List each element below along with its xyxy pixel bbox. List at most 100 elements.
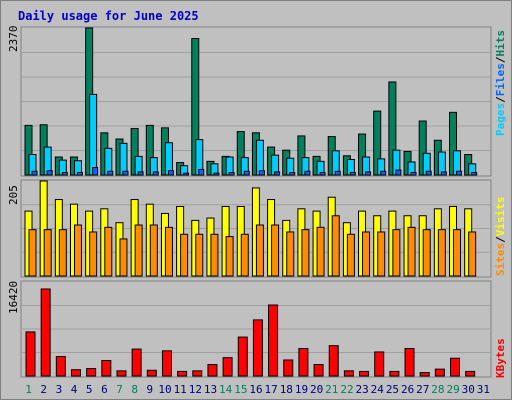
legend-hits-files-pages: Pages/Files/Hits: [494, 30, 507, 136]
kbytes-bar: [389, 370, 400, 377]
kbytes-bar: [101, 360, 112, 377]
sites-bar: [89, 231, 98, 277]
day-label: 14: [219, 383, 233, 396]
day-label: 16: [249, 383, 262, 396]
kbytes-bar: [252, 319, 263, 377]
kbytes-bar: [25, 331, 36, 377]
sites-bar: [422, 229, 431, 277]
legend-sep-2: /: [494, 56, 507, 63]
pages-bar: [471, 172, 478, 176]
kbytes-bar: [70, 369, 81, 377]
legend-sep-3: /: [494, 236, 507, 243]
kbytes-bar: [222, 357, 233, 377]
day-label: 2: [40, 383, 47, 396]
sites-bar: [119, 238, 128, 277]
sites-bar: [195, 233, 204, 277]
sites-bar: [58, 229, 67, 277]
pages-bar: [198, 168, 205, 176]
kbytes-bar: [86, 368, 97, 377]
files-bar: [119, 142, 128, 176]
day-label: 13: [204, 383, 217, 396]
legend-kbytes: KBytes: [494, 338, 507, 378]
pages-bar: [304, 170, 311, 176]
pages-bar: [425, 170, 432, 176]
pages-bar: [395, 169, 402, 176]
kbytes-bar: [192, 370, 203, 377]
legend-hits: Hits: [494, 30, 507, 57]
sites-bar: [407, 226, 416, 277]
sites-bar: [240, 233, 249, 277]
day-label: 22: [340, 383, 353, 396]
pages-bar: [289, 172, 296, 176]
pages-bar: [380, 170, 387, 176]
kbytes-bar: [374, 351, 385, 377]
pages-bar: [274, 171, 281, 176]
pages-bar: [122, 170, 129, 176]
day-label: 28: [431, 383, 444, 396]
sites-bar: [210, 233, 219, 277]
pages-bar: [365, 171, 372, 176]
pages-bar: [61, 172, 68, 176]
kbytes-bar: [207, 364, 218, 377]
day-label: 19: [295, 383, 308, 396]
pages-bar: [456, 170, 463, 176]
sites-bar: [301, 229, 310, 277]
kbytes-bar: [359, 370, 370, 377]
day-label: 4: [71, 383, 78, 396]
pages-bar: [167, 170, 174, 176]
day-label: 15: [234, 383, 247, 396]
pages-bar: [349, 172, 356, 176]
visits-ymax-label: 205: [7, 185, 20, 205]
pages-bar: [319, 172, 326, 176]
day-label: 31: [477, 383, 490, 396]
kbytes-ymax-label: 16420: [7, 281, 20, 314]
day-label: 20: [310, 383, 323, 396]
legend-sites: Sites: [494, 243, 507, 276]
sites-bar: [453, 229, 462, 277]
legend-pages: Pages: [494, 103, 507, 136]
pages-bar: [107, 170, 114, 176]
pages-bar: [92, 167, 99, 176]
sites-bar: [346, 233, 355, 277]
pages-bar: [137, 171, 144, 176]
day-label: 17: [265, 383, 278, 396]
legend-sep-1: /: [494, 96, 507, 103]
sites-bar: [331, 215, 340, 277]
day-label: 10: [158, 383, 171, 396]
day-label: 9: [147, 383, 154, 396]
kbytes-bar: [131, 348, 142, 377]
sites-bar: [362, 231, 371, 277]
pages-bar: [410, 172, 417, 176]
pages-bar: [213, 172, 220, 176]
kbytes-bar: [419, 372, 430, 377]
pages-bar: [334, 170, 341, 176]
sites-bar: [104, 226, 113, 277]
kbytes-bar: [313, 364, 324, 377]
kbytes-bar: [146, 369, 157, 377]
kbytes-bar: [298, 348, 309, 377]
sites-bar: [134, 224, 143, 277]
kbytes-bar: [237, 336, 248, 377]
pages-bar: [258, 170, 265, 176]
sites-bar: [316, 226, 325, 277]
bars-group: [24, 27, 478, 377]
sites-bar: [180, 233, 189, 277]
day-labels: 1 2 3 4 5 6 7 8 9 10 11 12 13 14 15 16 17 18 19 20 21 22 23 24 2…: [25, 383, 490, 396]
day-label: 26: [401, 383, 414, 396]
pages-bar: [243, 170, 250, 176]
sites-bar: [43, 229, 52, 277]
day-label: 6: [101, 383, 108, 396]
sites-bar: [392, 229, 401, 277]
kbytes-bar: [465, 370, 476, 377]
day-label: 29: [446, 383, 459, 396]
pages-bar: [440, 171, 447, 176]
day-label: 8: [131, 383, 138, 396]
pages-bar: [228, 172, 235, 176]
kbytes-bar: [404, 348, 415, 377]
day-label: 7: [116, 383, 123, 396]
kbytes-bar: [343, 370, 354, 377]
pages-bar: [76, 172, 83, 176]
pages-bar: [31, 170, 38, 176]
day-label: 5: [86, 383, 93, 396]
